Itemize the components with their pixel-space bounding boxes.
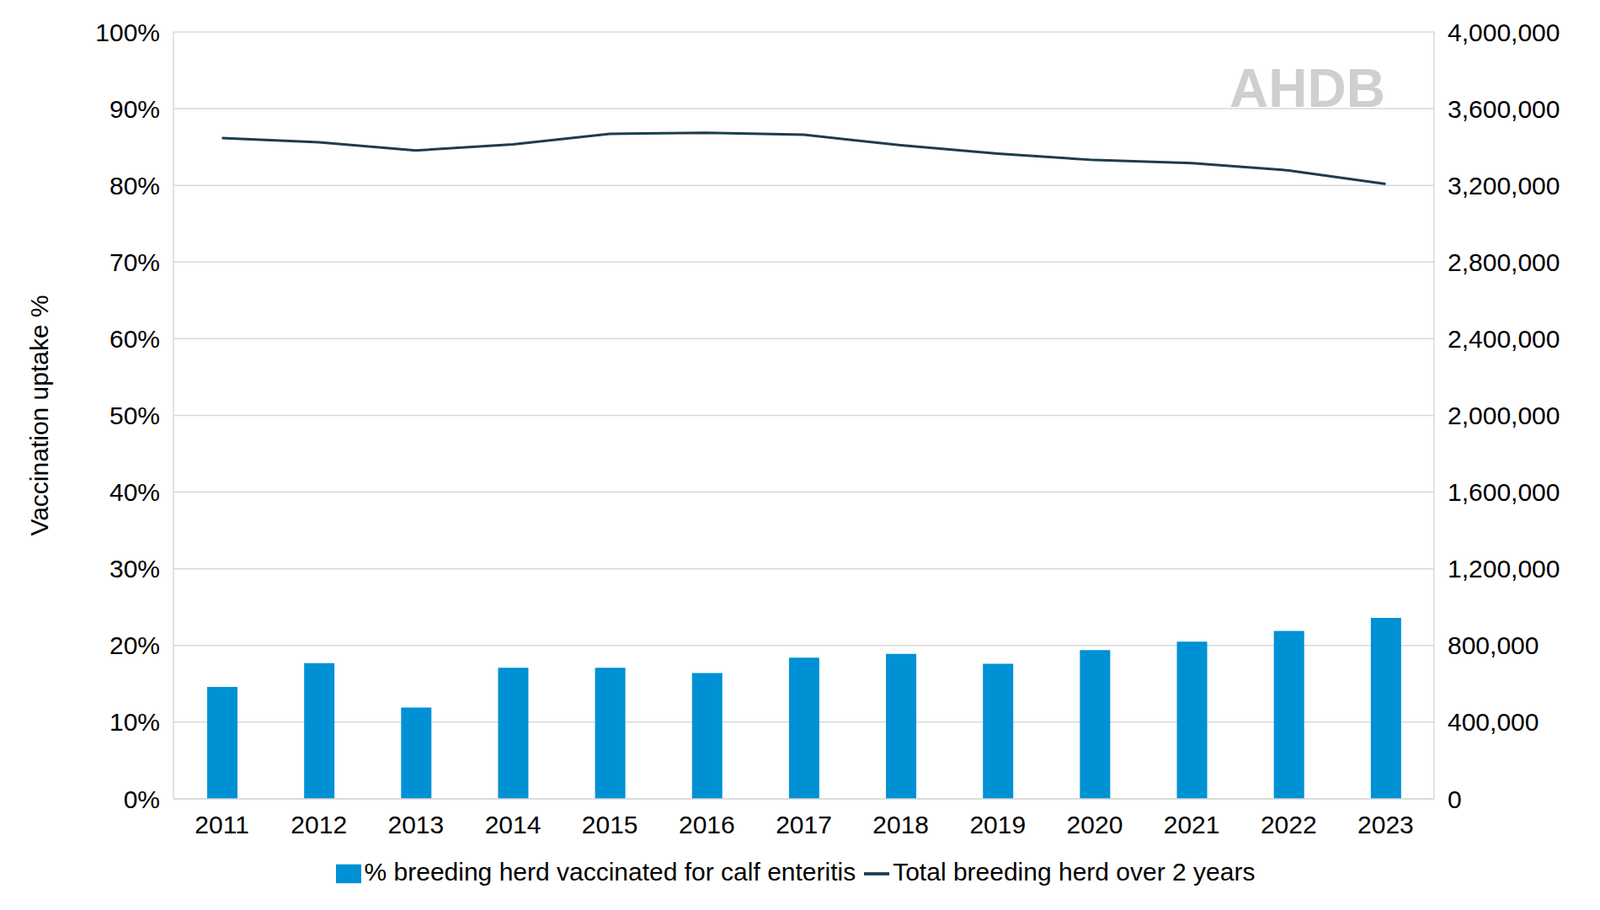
svg-text:1,200,000: 1,200,000 xyxy=(1447,554,1560,583)
svg-text:2,400,000: 2,400,000 xyxy=(1447,325,1560,353)
svg-text:40%: 40% xyxy=(109,478,160,507)
svg-text:2022: 2022 xyxy=(1260,810,1318,839)
svg-text:2,800,000: 2,800,000 xyxy=(1447,248,1560,277)
svg-text:3,200,000: 3,200,000 xyxy=(1447,171,1560,200)
svg-text:400,000: 400,000 xyxy=(1447,708,1539,736)
svg-text:2020: 2020 xyxy=(1066,810,1124,839)
svg-text:20%: 20% xyxy=(109,631,160,660)
svg-text:50%: 50% xyxy=(109,401,160,430)
svg-text:2017: 2017 xyxy=(775,810,832,839)
svg-text:2,000,000: 2,000,000 xyxy=(1447,401,1560,430)
svg-text:0%: 0% xyxy=(123,785,160,814)
svg-text:2016: 2016 xyxy=(678,810,736,839)
svg-text:2021: 2021 xyxy=(1163,810,1221,839)
svg-text:60%: 60% xyxy=(109,325,160,353)
svg-text:10%: 10% xyxy=(109,708,160,736)
svg-text:0: 0 xyxy=(1447,785,1462,814)
html-text:AHDB: AHDB xyxy=(1229,58,1386,119)
svg-text:4,000,000: 4,000,000 xyxy=(1447,18,1560,47)
svg-text:2012: 2012 xyxy=(290,810,347,839)
svg-text:2013: 2013 xyxy=(388,810,445,839)
svg-text:1,600,000: 1,600,000 xyxy=(1447,478,1560,507)
svg-text:30%: 30% xyxy=(109,554,160,583)
html-text:Total breeding herd over 2 yea: Total breeding herd over 2 years xyxy=(892,858,1256,886)
svg-text:2019: 2019 xyxy=(969,810,1026,839)
svg-text:2014: 2014 xyxy=(485,810,542,839)
svg-text:70%: 70% xyxy=(109,248,160,277)
svg-text:2023: 2023 xyxy=(1357,810,1414,839)
svg-text:2011: 2011 xyxy=(194,810,250,839)
svg-text:2018: 2018 xyxy=(872,810,929,839)
svg-text:2015: 2015 xyxy=(581,810,639,839)
svg-text:100%: 100% xyxy=(95,18,160,47)
html-text:% breeding herd vaccinated for: % breeding herd vaccinated for calf ente… xyxy=(364,858,856,886)
svg-text:90%: 90% xyxy=(109,95,160,123)
svg-text:Vaccination uptake %: Vaccination uptake % xyxy=(25,294,54,536)
svg-text:80%: 80% xyxy=(109,171,160,200)
svg-text:3,600,000: 3,600,000 xyxy=(1447,95,1560,123)
svg-text:800,000: 800,000 xyxy=(1447,631,1539,660)
